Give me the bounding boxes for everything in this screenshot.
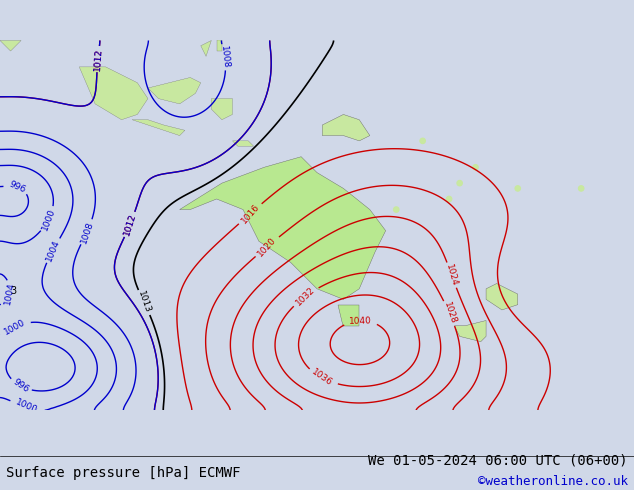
Polygon shape <box>201 41 211 56</box>
Text: 1013: 1013 <box>136 290 152 315</box>
Circle shape <box>578 186 584 191</box>
Text: 1032: 1032 <box>294 285 316 308</box>
Text: 1040: 1040 <box>349 316 372 326</box>
Circle shape <box>457 180 462 186</box>
Polygon shape <box>322 115 370 141</box>
Polygon shape <box>179 157 385 299</box>
Text: 996: 996 <box>11 378 30 395</box>
Polygon shape <box>233 141 254 146</box>
Polygon shape <box>79 67 148 120</box>
Text: 1028: 1028 <box>442 301 457 326</box>
Text: 1024: 1024 <box>444 263 459 287</box>
Polygon shape <box>211 98 233 120</box>
Polygon shape <box>217 41 222 51</box>
Text: 1008: 1008 <box>219 45 231 69</box>
Text: 1008: 1008 <box>79 220 95 244</box>
Circle shape <box>473 165 478 170</box>
Text: 1020: 1020 <box>256 235 278 258</box>
Polygon shape <box>132 120 185 136</box>
Text: 1004: 1004 <box>3 281 16 305</box>
Text: 1012: 1012 <box>93 48 103 71</box>
Text: 1004: 1004 <box>44 238 61 263</box>
Polygon shape <box>338 305 359 326</box>
Text: 1000: 1000 <box>3 318 27 337</box>
Circle shape <box>420 138 425 144</box>
Circle shape <box>446 196 451 201</box>
Text: 1000: 1000 <box>14 398 38 416</box>
Text: 1012: 1012 <box>122 212 138 237</box>
Polygon shape <box>148 77 201 104</box>
Circle shape <box>394 207 399 212</box>
Polygon shape <box>0 41 21 51</box>
Text: ©weatheronline.co.uk: ©weatheronline.co.uk <box>477 474 628 488</box>
Text: 1012: 1012 <box>122 212 138 237</box>
Polygon shape <box>455 320 486 342</box>
Text: Surface pressure [hPa] ECMWF: Surface pressure [hPa] ECMWF <box>6 466 241 480</box>
Circle shape <box>515 186 521 191</box>
Polygon shape <box>486 284 518 310</box>
Text: 1036: 1036 <box>310 368 334 388</box>
Text: We 01-05-2024 06:00 UTC (06+00): We 01-05-2024 06:00 UTC (06+00) <box>368 454 628 468</box>
Text: 1000: 1000 <box>41 207 57 231</box>
Text: 1016: 1016 <box>239 202 261 225</box>
Text: 3: 3 <box>11 286 16 296</box>
Text: 996: 996 <box>7 179 27 195</box>
Text: 1012: 1012 <box>93 48 103 71</box>
